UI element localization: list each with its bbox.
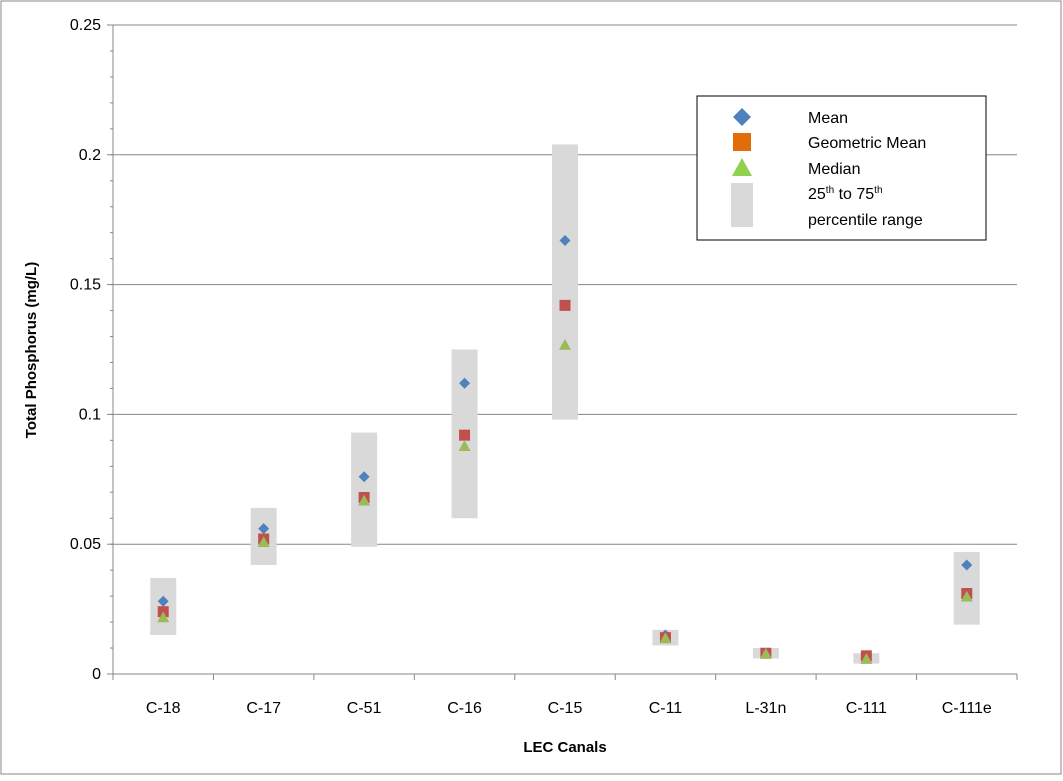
y-tick-label: 0.1 bbox=[79, 406, 101, 423]
legend-diamond-icon bbox=[733, 108, 751, 126]
median-point bbox=[960, 590, 973, 602]
legend-range-swatch bbox=[731, 183, 753, 227]
legend-range-25: 25 bbox=[808, 186, 826, 203]
x-tick-label: C-16 bbox=[447, 700, 482, 717]
legend-label-median: Median bbox=[808, 161, 860, 178]
mean-point bbox=[459, 377, 471, 389]
legend: Mean Geometric Mean Median 25th to 75th … bbox=[696, 95, 987, 241]
legend-range-sup-th2: th bbox=[874, 185, 882, 196]
percentile-range-bar bbox=[552, 144, 578, 420]
y-tick-label: 0.25 bbox=[70, 17, 101, 34]
x-tick-label: C-18 bbox=[146, 700, 181, 717]
legend-symbols bbox=[731, 108, 753, 227]
data-markers bbox=[157, 234, 973, 664]
median-point bbox=[559, 338, 571, 350]
mean-point bbox=[961, 559, 973, 571]
geometric-mean-point bbox=[459, 429, 471, 441]
x-tick-label: C-11 bbox=[649, 700, 683, 717]
legend-label-range-line2: percentile range bbox=[808, 212, 923, 229]
legend-square-icon bbox=[733, 133, 751, 151]
x-tick-label: C-111 bbox=[846, 700, 887, 717]
legend-label-geometric-mean: Geometric Mean bbox=[808, 135, 926, 152]
y-tick-label: 0.2 bbox=[79, 147, 101, 164]
geometric-mean-point bbox=[559, 299, 571, 311]
x-tick-label: C-15 bbox=[548, 700, 583, 717]
y-tick-label: 0 bbox=[92, 666, 101, 683]
legend-range-sup-th1: th bbox=[826, 185, 834, 196]
percentile-range-bar bbox=[351, 432, 378, 547]
x-tick-label: C-111e bbox=[942, 700, 992, 717]
mean-point bbox=[559, 234, 571, 246]
y-tick-label: 0.05 bbox=[70, 536, 101, 553]
median-point bbox=[458, 440, 471, 451]
x-tick-label: L-31n bbox=[745, 700, 786, 717]
mean-point bbox=[358, 471, 370, 483]
x-axis-title: LEC Canals bbox=[523, 739, 606, 756]
median-point bbox=[157, 611, 170, 623]
median-point bbox=[860, 653, 873, 664]
x-tick-label: C-17 bbox=[246, 700, 281, 717]
mean-point bbox=[157, 595, 169, 607]
axes: 0 0.05 0.1 0.15 0.2 0.25 C-18 C-17 C-51 C-16 C-15 C… bbox=[70, 17, 1018, 717]
median-point bbox=[759, 647, 772, 659]
mean-point bbox=[258, 523, 270, 535]
legend-triangle-icon bbox=[732, 158, 752, 176]
x-tick-label: C-51 bbox=[347, 700, 382, 717]
legend-label-mean: Mean bbox=[808, 110, 848, 127]
legend-label-range-line1: 25th to 75th bbox=[808, 185, 883, 203]
median-point bbox=[257, 536, 270, 548]
median-point bbox=[659, 632, 672, 644]
y-axis-title: Total Phosphorus (mg/L) bbox=[23, 262, 40, 438]
legend-range-to-75: to 75 bbox=[834, 186, 874, 203]
y-tick-label: 0.15 bbox=[70, 277, 101, 294]
median-point bbox=[358, 494, 371, 506]
